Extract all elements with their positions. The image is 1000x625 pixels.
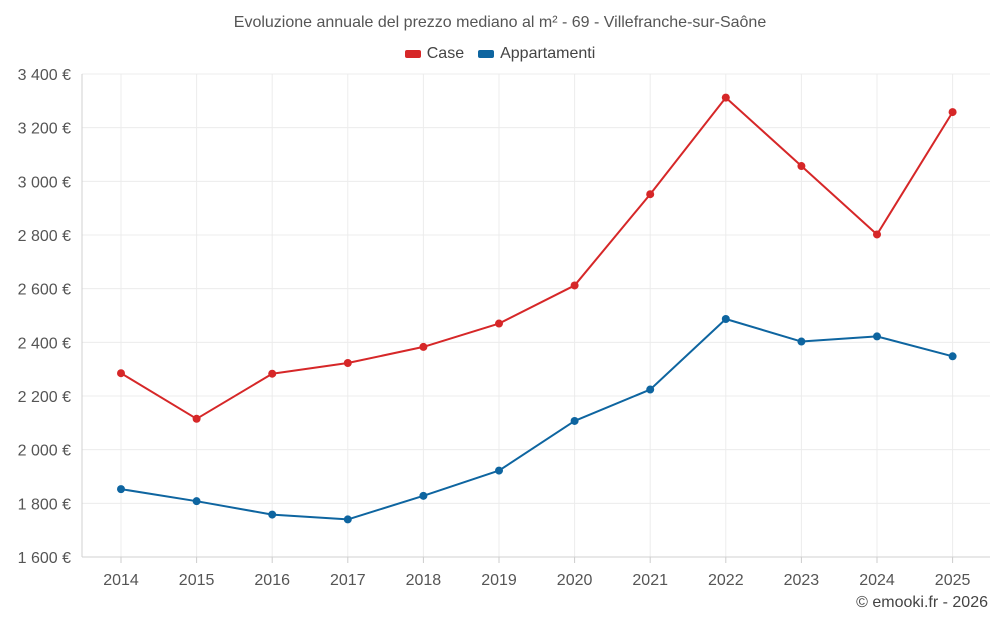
x-tick-label: 2018 bbox=[406, 572, 442, 589]
data-point-appartamenti[interactable] bbox=[268, 510, 277, 519]
y-tick-label: 3 400 € bbox=[18, 67, 71, 84]
y-tick-label: 2 400 € bbox=[18, 335, 71, 352]
data-point-case[interactable] bbox=[343, 358, 352, 367]
series-line-appartamenti bbox=[120, 317, 953, 521]
legend-label-case: Case bbox=[426, 45, 465, 62]
chart-title: Evoluzione annuale del prezzo mediano al… bbox=[233, 14, 767, 31]
credit-text: © emooki.fr - 2026 bbox=[856, 594, 988, 611]
data-point-case[interactable] bbox=[268, 369, 277, 378]
data-point-appartamenti[interactable] bbox=[495, 466, 503, 475]
data-point-case[interactable] bbox=[797, 162, 806, 171]
legend-item-case[interactable]: Case bbox=[404, 45, 465, 63]
y-tick-label: 2 600 € bbox=[18, 282, 71, 299]
x-tick-label: 2016 bbox=[254, 572, 290, 589]
legend-item-appartamenti[interactable]: Appartamenti bbox=[478, 45, 595, 63]
y-tick-label: 3 000 € bbox=[18, 174, 71, 191]
data-point-case[interactable] bbox=[948, 108, 957, 117]
data-point-case[interactable] bbox=[117, 369, 125, 378]
x-tick-label: 2019 bbox=[481, 572, 517, 589]
y-tick-label: 2 200 € bbox=[18, 389, 71, 406]
data-point-case[interactable] bbox=[721, 93, 730, 102]
data-point-appartamenti[interactable] bbox=[948, 352, 957, 361]
y-tick-label: 2 000 € bbox=[18, 443, 71, 460]
data-point-appartamenti[interactable] bbox=[873, 332, 881, 341]
x-tick-label: 2025 bbox=[935, 572, 971, 589]
data-point-case[interactable] bbox=[570, 281, 579, 290]
data-point-appartamenti[interactable] bbox=[192, 497, 201, 506]
legend: Case Appartamenti bbox=[0, 45, 1000, 63]
series-line-case bbox=[120, 96, 954, 420]
data-point-appartamenti[interactable] bbox=[646, 385, 655, 394]
data-point-appartamenti[interactable] bbox=[797, 337, 806, 346]
legend-label-appartamenti: Appartamenti bbox=[500, 45, 596, 62]
data-point-appartamenti[interactable] bbox=[419, 491, 428, 500]
x-tick-label: 2022 bbox=[708, 572, 744, 589]
data-point-appartamenti[interactable] bbox=[721, 314, 730, 323]
x-tick-label: 2015 bbox=[179, 572, 215, 589]
x-tick-label: 2014 bbox=[103, 572, 139, 589]
y-tick-label: 1 800 € bbox=[18, 496, 71, 513]
y-tick-label: 1 600 € bbox=[18, 550, 71, 567]
x-tick-label: 2020 bbox=[557, 572, 593, 589]
y-tick-label: 3 200 € bbox=[18, 121, 71, 138]
data-point-case[interactable] bbox=[873, 230, 881, 239]
data-point-case[interactable] bbox=[419, 342, 428, 351]
legend-swatch-case bbox=[404, 50, 421, 58]
legend-swatch-appartamenti bbox=[478, 50, 495, 58]
y-tick-label: 2 800 € bbox=[18, 228, 71, 245]
data-point-case[interactable] bbox=[192, 414, 201, 423]
x-tick-label: 2024 bbox=[859, 572, 895, 589]
data-point-case[interactable] bbox=[646, 190, 655, 199]
data-point-appartamenti[interactable] bbox=[570, 416, 579, 425]
data-point-appartamenti[interactable] bbox=[343, 515, 352, 524]
x-tick-label: 2017 bbox=[330, 572, 366, 589]
x-tick-label: 2021 bbox=[632, 572, 668, 589]
data-point-appartamenti[interactable] bbox=[117, 485, 125, 494]
data-point-case[interactable] bbox=[495, 319, 503, 328]
x-tick-label: 2023 bbox=[784, 572, 820, 589]
